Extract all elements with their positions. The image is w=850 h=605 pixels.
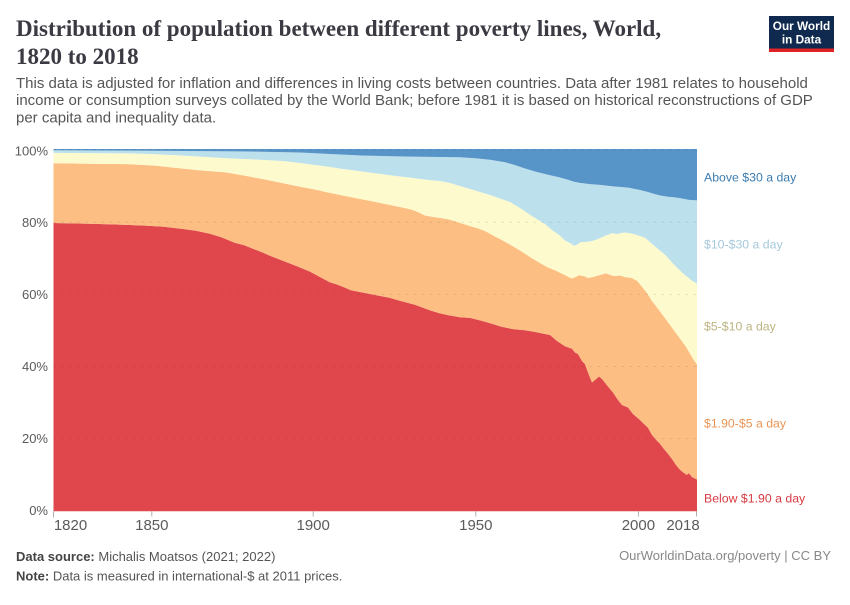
svg-text:20%: 20% — [22, 431, 48, 446]
svg-text:$1.90-$5 a day: $1.90-$5 a day — [704, 417, 787, 431]
svg-text:Distribution of population bet: Distribution of population between diffe… — [16, 16, 661, 41]
svg-text:OurWorldinData.org/poverty | C: OurWorldinData.org/poverty | CC BY — [619, 548, 831, 563]
svg-text:$10-$30 a day: $10-$30 a day — [704, 238, 783, 252]
svg-text:Below $1.90 a day: Below $1.90 a day — [704, 492, 806, 506]
svg-text:Note: Data is measured in inte: Note: Data is measured in international-… — [16, 569, 342, 584]
svg-text:1820: 1820 — [54, 517, 87, 534]
svg-text:2000: 2000 — [622, 517, 655, 534]
svg-text:2018: 2018 — [666, 517, 699, 534]
svg-text:60%: 60% — [22, 287, 48, 302]
svg-text:This data is adjusted for infl: This data is adjusted for inflation and … — [16, 75, 808, 92]
svg-text:1850: 1850 — [135, 517, 168, 534]
svg-text:40%: 40% — [22, 359, 48, 374]
svg-text:income or consumption surveys: income or consumption surveys collated b… — [16, 92, 813, 109]
svg-text:1950: 1950 — [459, 517, 492, 534]
svg-text:Above $30 a day: Above $30 a day — [704, 171, 797, 185]
svg-text:0%: 0% — [29, 503, 48, 518]
svg-text:1820 to 2018: 1820 to 2018 — [16, 44, 139, 69]
svg-text:in Data: in Data — [782, 33, 822, 47]
svg-text:1900: 1900 — [297, 517, 330, 534]
svg-text:80%: 80% — [22, 215, 48, 230]
svg-text:Data source: Michalis Moatsos: Data source: Michalis Moatsos (2021; 202… — [16, 549, 275, 564]
svg-text:$5-$10 a day: $5-$10 a day — [704, 320, 777, 334]
svg-text:Our World: Our World — [773, 19, 830, 33]
svg-text:per capita and inequality data: per capita and inequality data. — [16, 109, 216, 126]
svg-text:100%: 100% — [15, 143, 49, 158]
